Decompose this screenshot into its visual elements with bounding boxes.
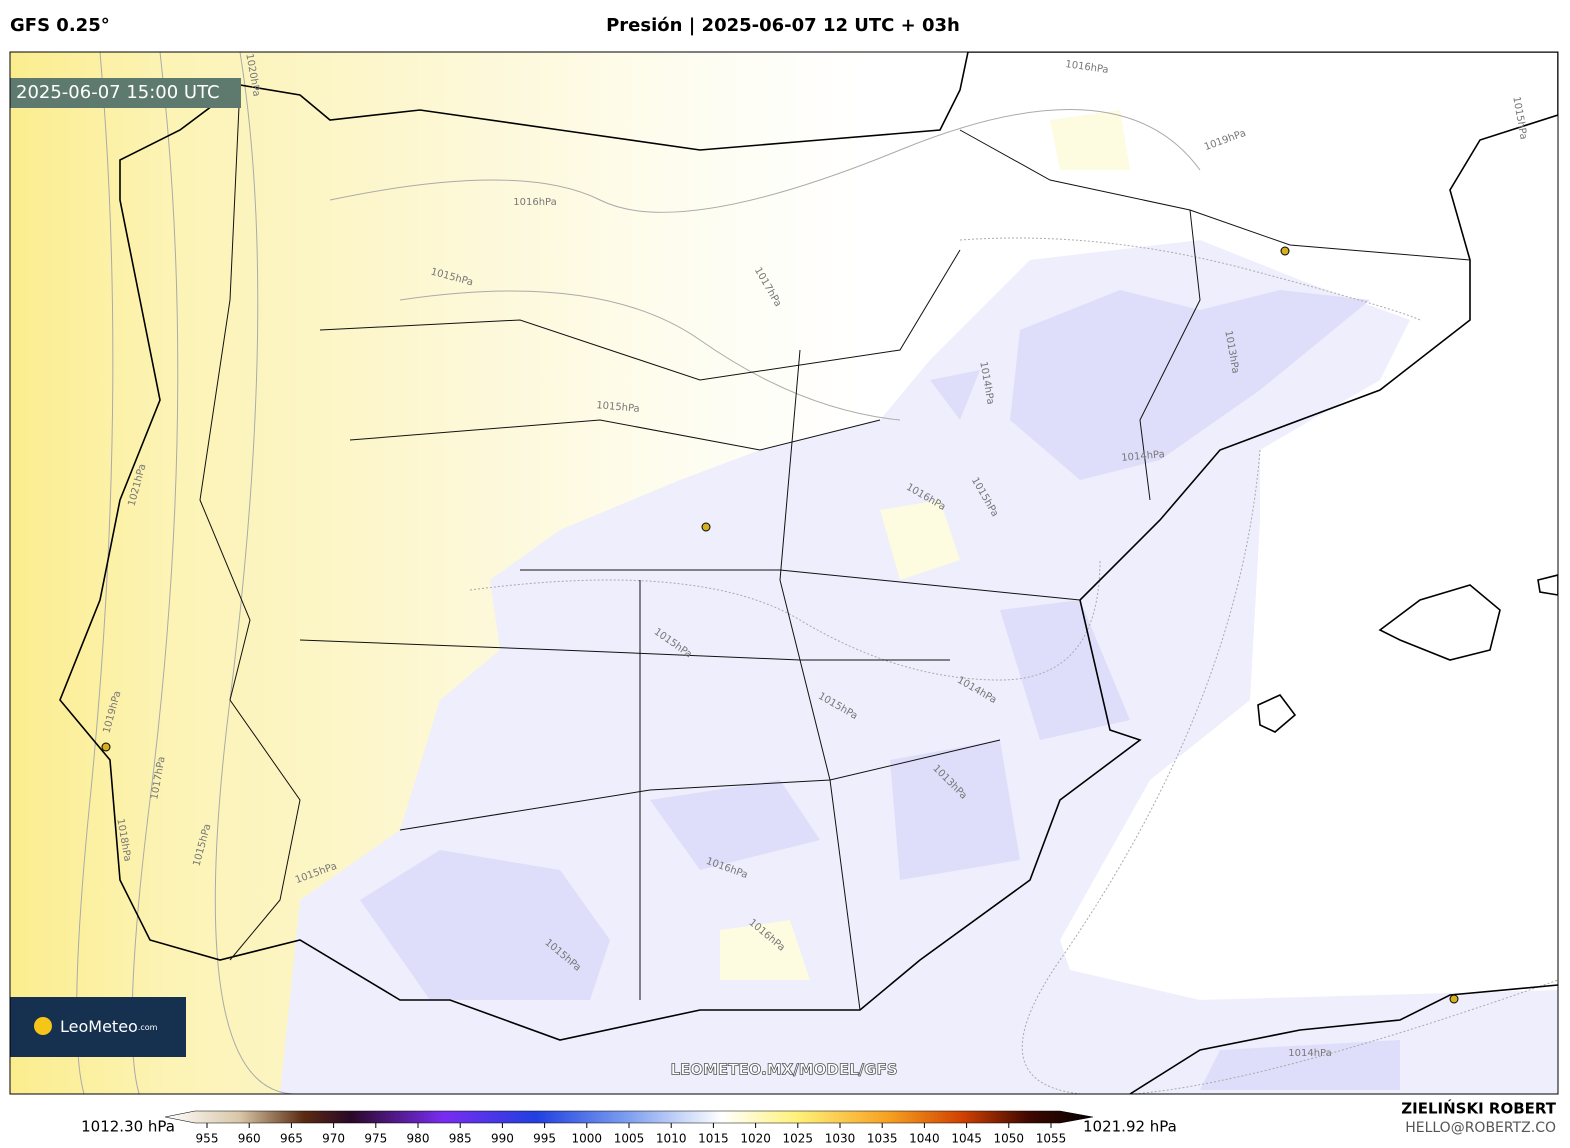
logo-text: LeoMeteo.com xyxy=(60,1017,158,1036)
colorbar-tick-label: 985 xyxy=(449,1132,472,1146)
colorbar-tick-label: 1015 xyxy=(698,1132,729,1146)
city-marker xyxy=(1449,994,1459,1004)
model-label: GFS 0.25° xyxy=(10,15,110,36)
colorbar-tick-label: 1030 xyxy=(825,1132,856,1146)
colorbar-tick-label: 1025 xyxy=(783,1132,814,1146)
colorbar-tick-label: 990 xyxy=(491,1132,514,1146)
map: 1016hPa1019hPa1015hPa1020hPa1016hPa1015h… xyxy=(10,52,1558,1094)
title: Presión | 2025-06-07 12 UTC + 03h xyxy=(606,15,960,36)
author: ZIELIŃSKI ROBERT xyxy=(1401,1099,1556,1118)
colorbar-tick-label: 1000 xyxy=(572,1132,603,1146)
isobars xyxy=(76,52,1558,1094)
colorbar-tick-label: 1035 xyxy=(867,1132,898,1146)
colorbar-tick-label: 955 xyxy=(196,1132,219,1146)
colorbar-tick-label: 1020 xyxy=(740,1132,771,1146)
colorbar-tick-label: 1055 xyxy=(1036,1132,1067,1146)
city-marker xyxy=(1280,246,1290,256)
higher-pressure-area xyxy=(720,110,1130,980)
coastlines xyxy=(59,52,1558,1094)
map-frame xyxy=(9,51,1559,1095)
colorbar xyxy=(164,1110,1094,1124)
borders xyxy=(199,84,1471,1011)
contour-label: 1014hPa xyxy=(1288,1048,1332,1059)
colorbar-tick-label: 1045 xyxy=(951,1132,982,1146)
colorbar-tick-label: 960 xyxy=(238,1132,261,1146)
watermark: LEOMETEO.MX/MODEL/GFS xyxy=(670,1061,897,1079)
colorbar-min: 1012.30 hPa xyxy=(81,1118,175,1136)
colorbar-tick-label: 965 xyxy=(280,1132,303,1146)
colorbar-tick-label: 1050 xyxy=(994,1132,1025,1146)
colorbar-max: 1021.92 hPa xyxy=(1083,1118,1177,1136)
timestamp: 2025-06-07 15:00 UTC xyxy=(16,82,220,103)
colorbar-tick-label: 1005 xyxy=(614,1132,645,1146)
email: HELLO@ROBERTZ.CO xyxy=(1405,1120,1556,1136)
colorbar-tick-label: 1040 xyxy=(909,1132,940,1146)
colorbar-tick-label: 995 xyxy=(533,1132,556,1146)
city-marker xyxy=(701,522,711,532)
timestamp-box xyxy=(10,78,241,108)
contour-label: 1015hPa xyxy=(596,400,640,415)
colorbar-tick-label: 1010 xyxy=(656,1132,687,1146)
colorbar-tick-label: 975 xyxy=(364,1132,387,1146)
colorbar-tick-label: 980 xyxy=(407,1132,430,1146)
contour-label: 1016hPa xyxy=(513,197,557,208)
low-pressure-area xyxy=(280,240,1558,1094)
city-marker xyxy=(101,742,111,752)
contour-label: 1014hPa xyxy=(1121,449,1165,464)
logo-sun xyxy=(34,1017,52,1035)
colorbar-tick-label: 970 xyxy=(322,1132,345,1146)
